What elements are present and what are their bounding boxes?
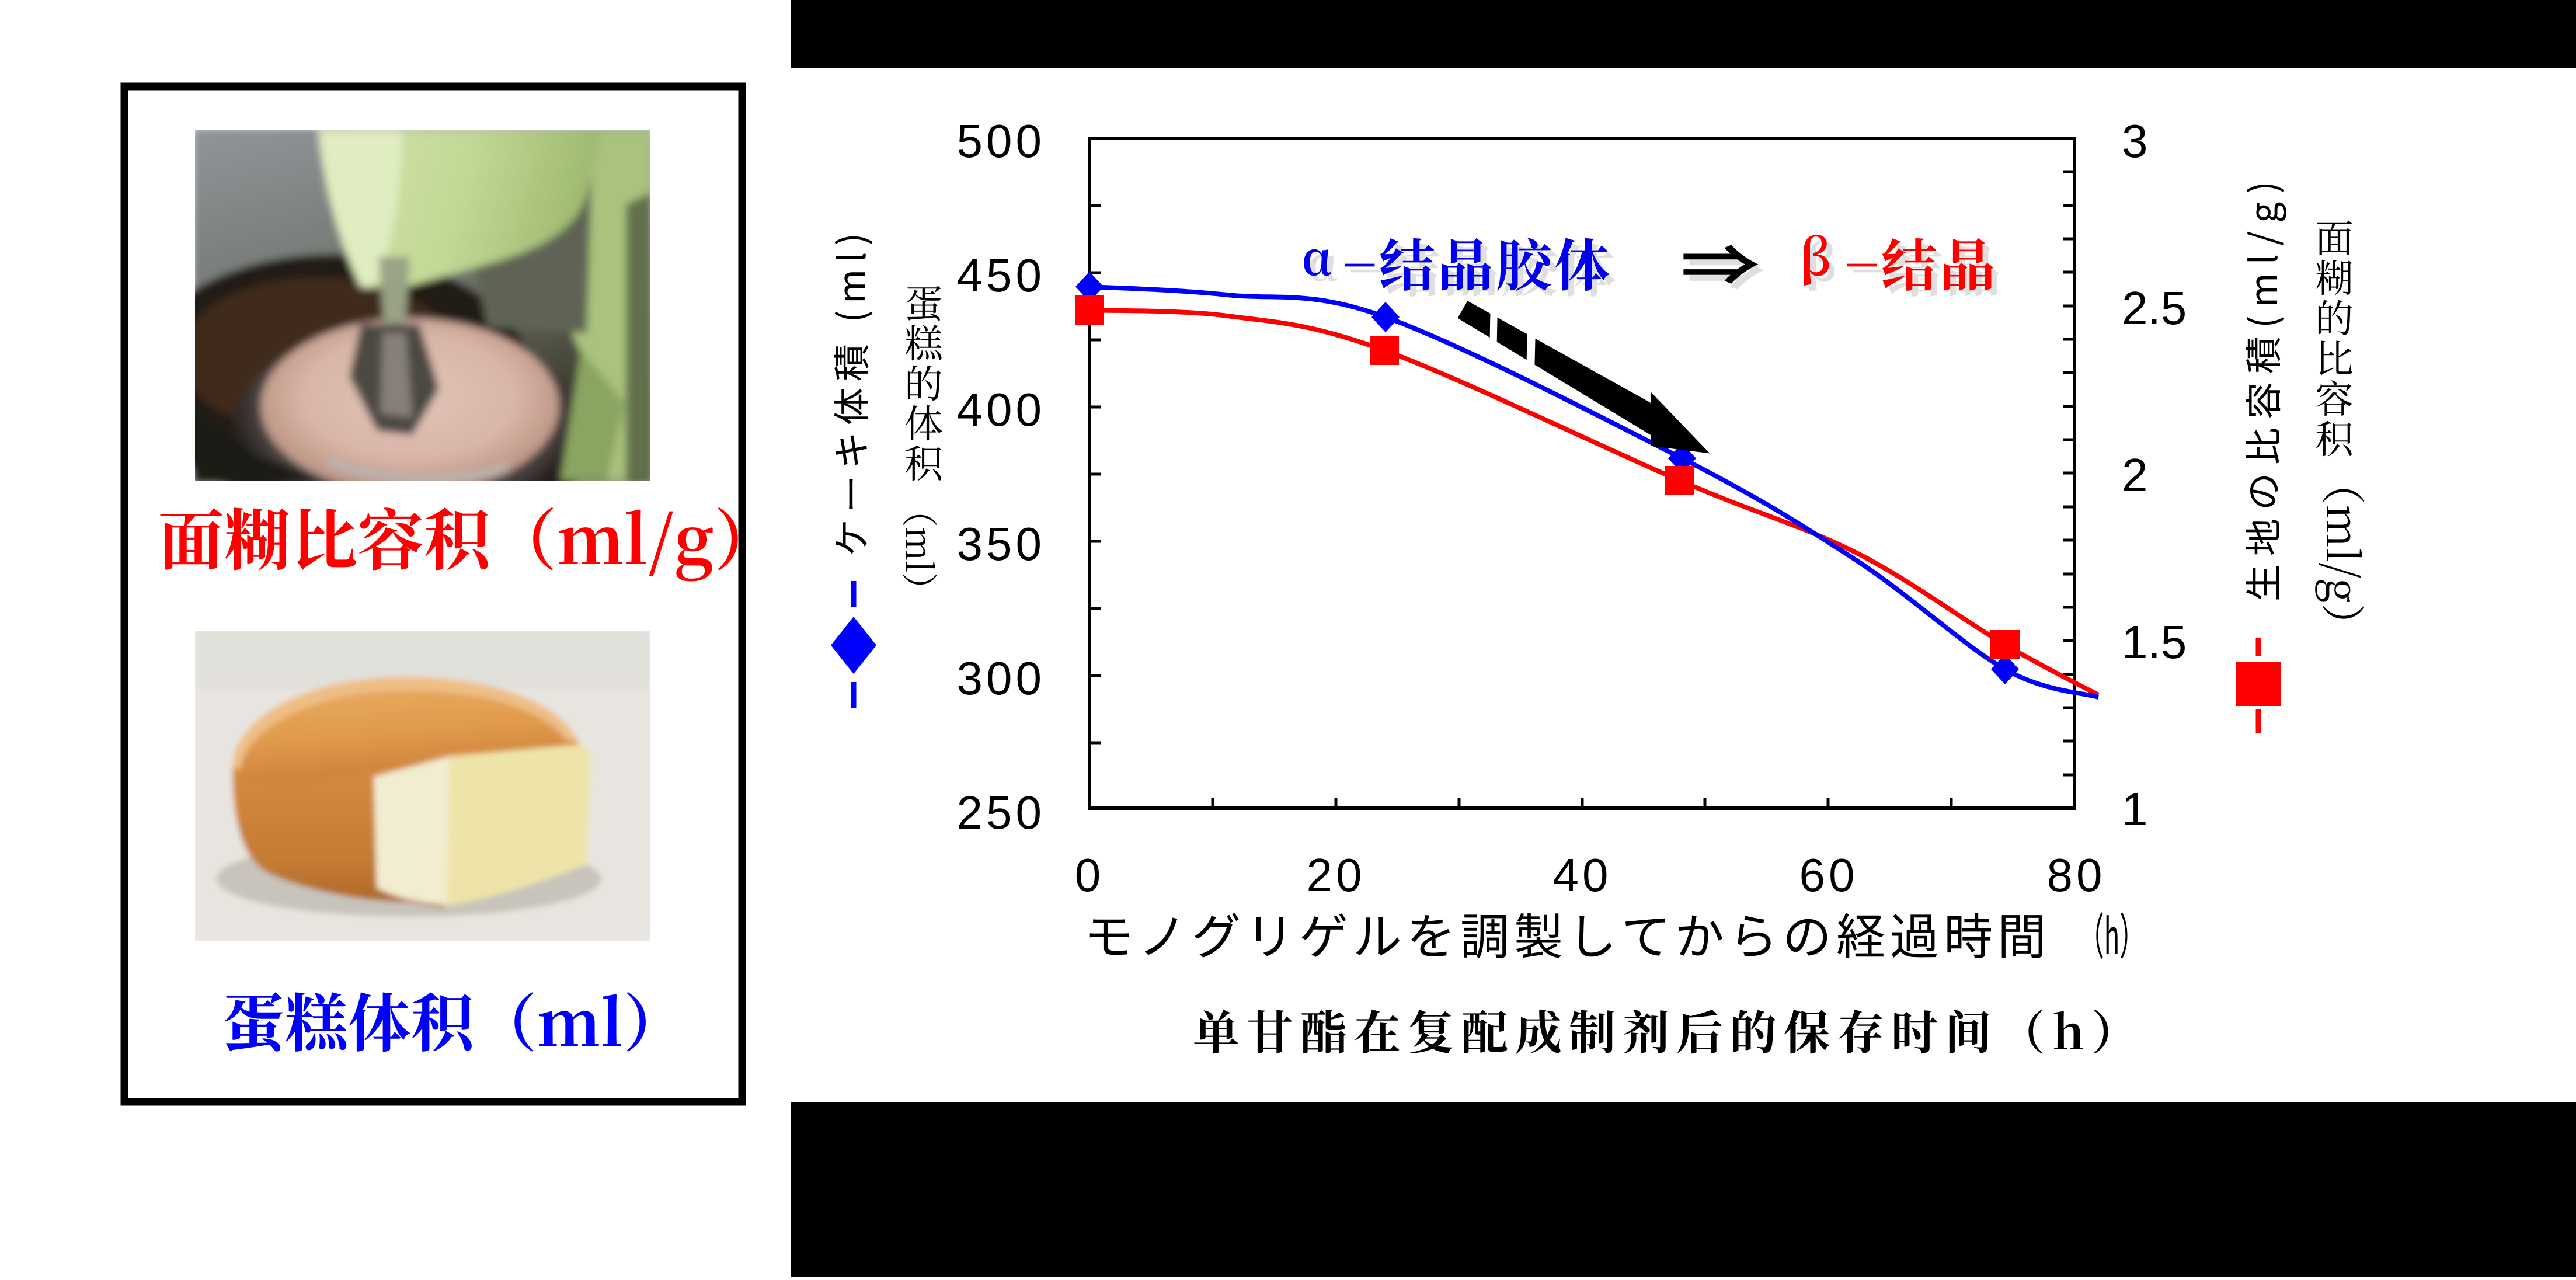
svg-text:40: 40 xyxy=(1553,849,1612,901)
svg-text:1: 1 xyxy=(2122,783,2148,835)
svg-text:250: 250 xyxy=(957,787,1045,839)
svg-text:1.5: 1.5 xyxy=(2122,616,2187,668)
svg-text:350: 350 xyxy=(957,518,1045,570)
svg-text:60: 60 xyxy=(1799,849,1858,901)
svg-text:450: 450 xyxy=(957,249,1045,301)
svg-text:500: 500 xyxy=(957,115,1045,167)
svg-text:3: 3 xyxy=(2122,115,2148,167)
svg-text:80: 80 xyxy=(2047,849,2106,901)
svg-text:0: 0 xyxy=(1075,849,1105,901)
svg-text:300: 300 xyxy=(957,652,1045,704)
svg-text:20: 20 xyxy=(1307,849,1366,901)
svg-text:400: 400 xyxy=(957,384,1045,436)
svg-text:2.5: 2.5 xyxy=(2122,282,2187,334)
svg-text:2: 2 xyxy=(2122,449,2148,501)
